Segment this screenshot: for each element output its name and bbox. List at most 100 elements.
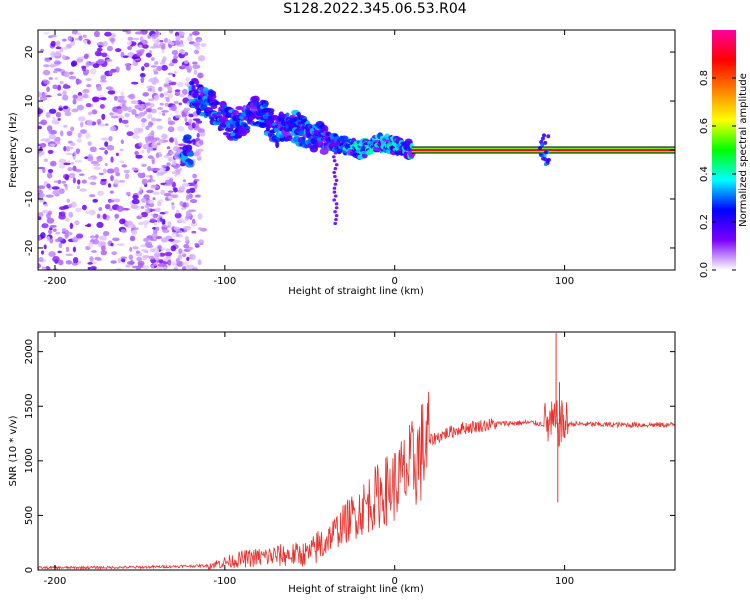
noise-speck: [100, 137, 109, 141]
noise-speck: [145, 52, 152, 58]
spectrogram-ytick-label: -10: [24, 191, 35, 207]
noise-speck: [86, 119, 93, 126]
noise-speck: [100, 178, 107, 182]
noise-speck: [181, 182, 190, 188]
noise-speck: [114, 48, 122, 53]
noise-speck: [55, 231, 61, 235]
noise-speck: [127, 94, 134, 98]
noise-speck: [142, 92, 150, 97]
noise-speck: [114, 218, 118, 221]
ridge-blob: [333, 221, 338, 226]
noise-speck: [182, 179, 187, 183]
noise-speck: [126, 41, 132, 46]
noise-speck: [197, 157, 202, 161]
noise-speck: [196, 39, 202, 43]
noise-speck: [185, 77, 190, 82]
noise-speck: [161, 218, 166, 225]
ridge-blob: [187, 151, 195, 157]
noise-speck: [191, 230, 197, 234]
noise-speck: [167, 190, 174, 193]
noise-speck: [46, 125, 53, 132]
colorbar-ticks: 0.0 0.2 0.4 0.6 0.8: [699, 70, 736, 278]
noise-speck: [94, 234, 99, 239]
noise-speck: [186, 194, 190, 201]
noise-speck: [164, 102, 169, 107]
ridge-blob: [334, 163, 339, 167]
noise-speck: [38, 91, 42, 98]
noise-speck: [57, 84, 62, 91]
noise-speck: [186, 36, 193, 42]
noise-speck: [153, 221, 158, 226]
noise-speck: [167, 179, 173, 185]
noise-speck: [137, 172, 142, 176]
noise-speck: [92, 63, 100, 69]
noise-speck: [153, 70, 158, 75]
noise-speck: [147, 199, 154, 205]
noise-speck: [65, 217, 70, 222]
noise-speck: [129, 246, 133, 252]
noise-speck: [150, 78, 154, 83]
noise-speck: [168, 80, 172, 83]
noise-speck: [145, 125, 150, 131]
noise-speck: [174, 174, 178, 177]
noise-speck: [68, 146, 74, 150]
noise-speck: [77, 179, 81, 185]
noise-speck: [121, 164, 128, 168]
noise-speck: [175, 114, 182, 119]
ridge-blob: [540, 142, 545, 147]
noise-speck: [155, 226, 160, 232]
noise-speck: [97, 58, 105, 65]
ridge-blob: [546, 134, 551, 139]
noise-speck: [160, 189, 166, 196]
noise-speck: [184, 235, 189, 242]
noise-speck: [158, 111, 163, 115]
noise-speck: [62, 94, 69, 101]
noise-speck: [153, 94, 160, 101]
noise-speck: [57, 236, 63, 242]
snr-series: [38, 333, 675, 570]
noise-speck: [42, 93, 47, 99]
noise-speck: [152, 214, 158, 219]
noise-speck: [143, 224, 148, 229]
noise-speck: [72, 236, 79, 243]
noise-speck: [138, 142, 143, 147]
ridge-blob: [268, 111, 274, 116]
noise-speck: [139, 72, 146, 78]
noise-speck: [104, 204, 111, 210]
noise-speck: [119, 218, 126, 225]
noise-speck: [132, 194, 139, 200]
noise-speck: [42, 69, 51, 76]
snr-xtick-label: 0: [392, 576, 398, 587]
noise-speck: [142, 220, 150, 225]
noise-speck: [110, 156, 114, 163]
noise-speck: [54, 68, 62, 72]
noise-speck: [87, 141, 92, 146]
noise-speck: [120, 257, 126, 263]
noise-speck: [82, 88, 90, 94]
noise-speck: [149, 174, 153, 181]
noise-speck: [191, 218, 196, 224]
noise-speck: [164, 210, 169, 214]
noise-speck: [66, 130, 73, 137]
noise-speck: [152, 197, 156, 201]
noise-speck: [167, 90, 173, 94]
noise-speck: [163, 91, 169, 97]
ridge-blob: [333, 182, 338, 186]
noise-speck: [93, 166, 102, 170]
noise-speck: [191, 122, 196, 129]
noise-speck: [80, 129, 87, 134]
noise-speck: [172, 145, 180, 152]
noise-speck: [195, 194, 201, 198]
noise-speck: [103, 168, 107, 174]
noise-speck: [138, 111, 146, 117]
noise-speck: [77, 116, 86, 122]
noise-speck: [100, 74, 107, 81]
noise-speck: [185, 202, 189, 208]
noise-speck: [38, 108, 44, 115]
noise-speck: [44, 203, 49, 207]
noise-speck: [151, 33, 159, 39]
snr-xtick-label: -100: [214, 576, 237, 587]
noise-speck: [58, 188, 65, 194]
noise-speck: [87, 262, 93, 265]
